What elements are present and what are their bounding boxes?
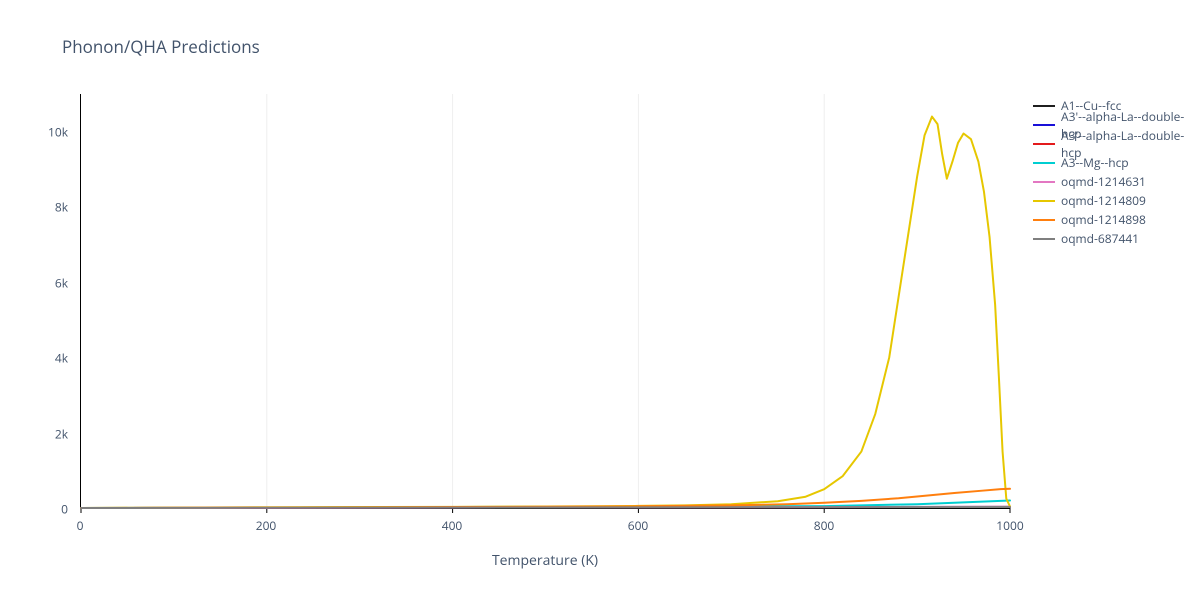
legend-label: oqmd-1214631 (1061, 173, 1146, 190)
legend-label: A3--Mg--hcp (1061, 154, 1129, 171)
plot-area[interactable] (80, 94, 1010, 509)
chart-title: Phonon/QHA Predictions (62, 35, 260, 58)
x-tick-label: 1000 (996, 517, 1023, 534)
series-line[interactable] (81, 117, 1010, 508)
y-tick-label: 2k (38, 425, 68, 442)
x-tick-label: 800 (814, 517, 835, 534)
legend-item[interactable]: oqmd-1214898 (1033, 210, 1200, 229)
legend-item[interactable]: A3'--alpha-La--double-hcp (1033, 134, 1200, 153)
legend-label: oqmd-1214898 (1061, 211, 1146, 228)
legend-swatch (1033, 162, 1055, 164)
series-layer (81, 94, 1010, 508)
legend-item[interactable]: oqmd-1214809 (1033, 191, 1200, 210)
chart-root: Phonon/QHA Predictions Temperature (K) C… (0, 0, 1200, 600)
legend-swatch (1033, 200, 1055, 202)
y-tick-label: 8k (38, 199, 68, 216)
y-tick-label: 6k (38, 274, 68, 291)
x-axis-title: Temperature (K) (492, 551, 598, 570)
legend-item[interactable]: oqmd-687441 (1033, 229, 1200, 248)
legend-swatch (1033, 181, 1055, 183)
x-tick-label: 0 (77, 517, 84, 534)
legend-swatch (1033, 124, 1055, 126)
legend-swatch (1033, 238, 1055, 240)
legend: A1--Cu--fccA3'--alpha-La--double-hcpA3'-… (1033, 96, 1200, 248)
x-tick-label: 600 (628, 517, 649, 534)
legend-label: oqmd-1214809 (1061, 192, 1146, 209)
legend-swatch (1033, 105, 1055, 107)
y-tick-label: 4k (38, 350, 68, 367)
x-tick-label: 400 (442, 517, 463, 534)
legend-swatch (1033, 143, 1055, 145)
legend-item[interactable]: oqmd-1214631 (1033, 172, 1200, 191)
legend-swatch (1033, 219, 1055, 221)
legend-label: oqmd-687441 (1061, 230, 1139, 247)
series-line[interactable] (81, 507, 1010, 508)
y-tick-label: 10k (38, 123, 68, 140)
y-tick-label: 0 (38, 501, 68, 518)
x-tick-label: 200 (256, 517, 277, 534)
